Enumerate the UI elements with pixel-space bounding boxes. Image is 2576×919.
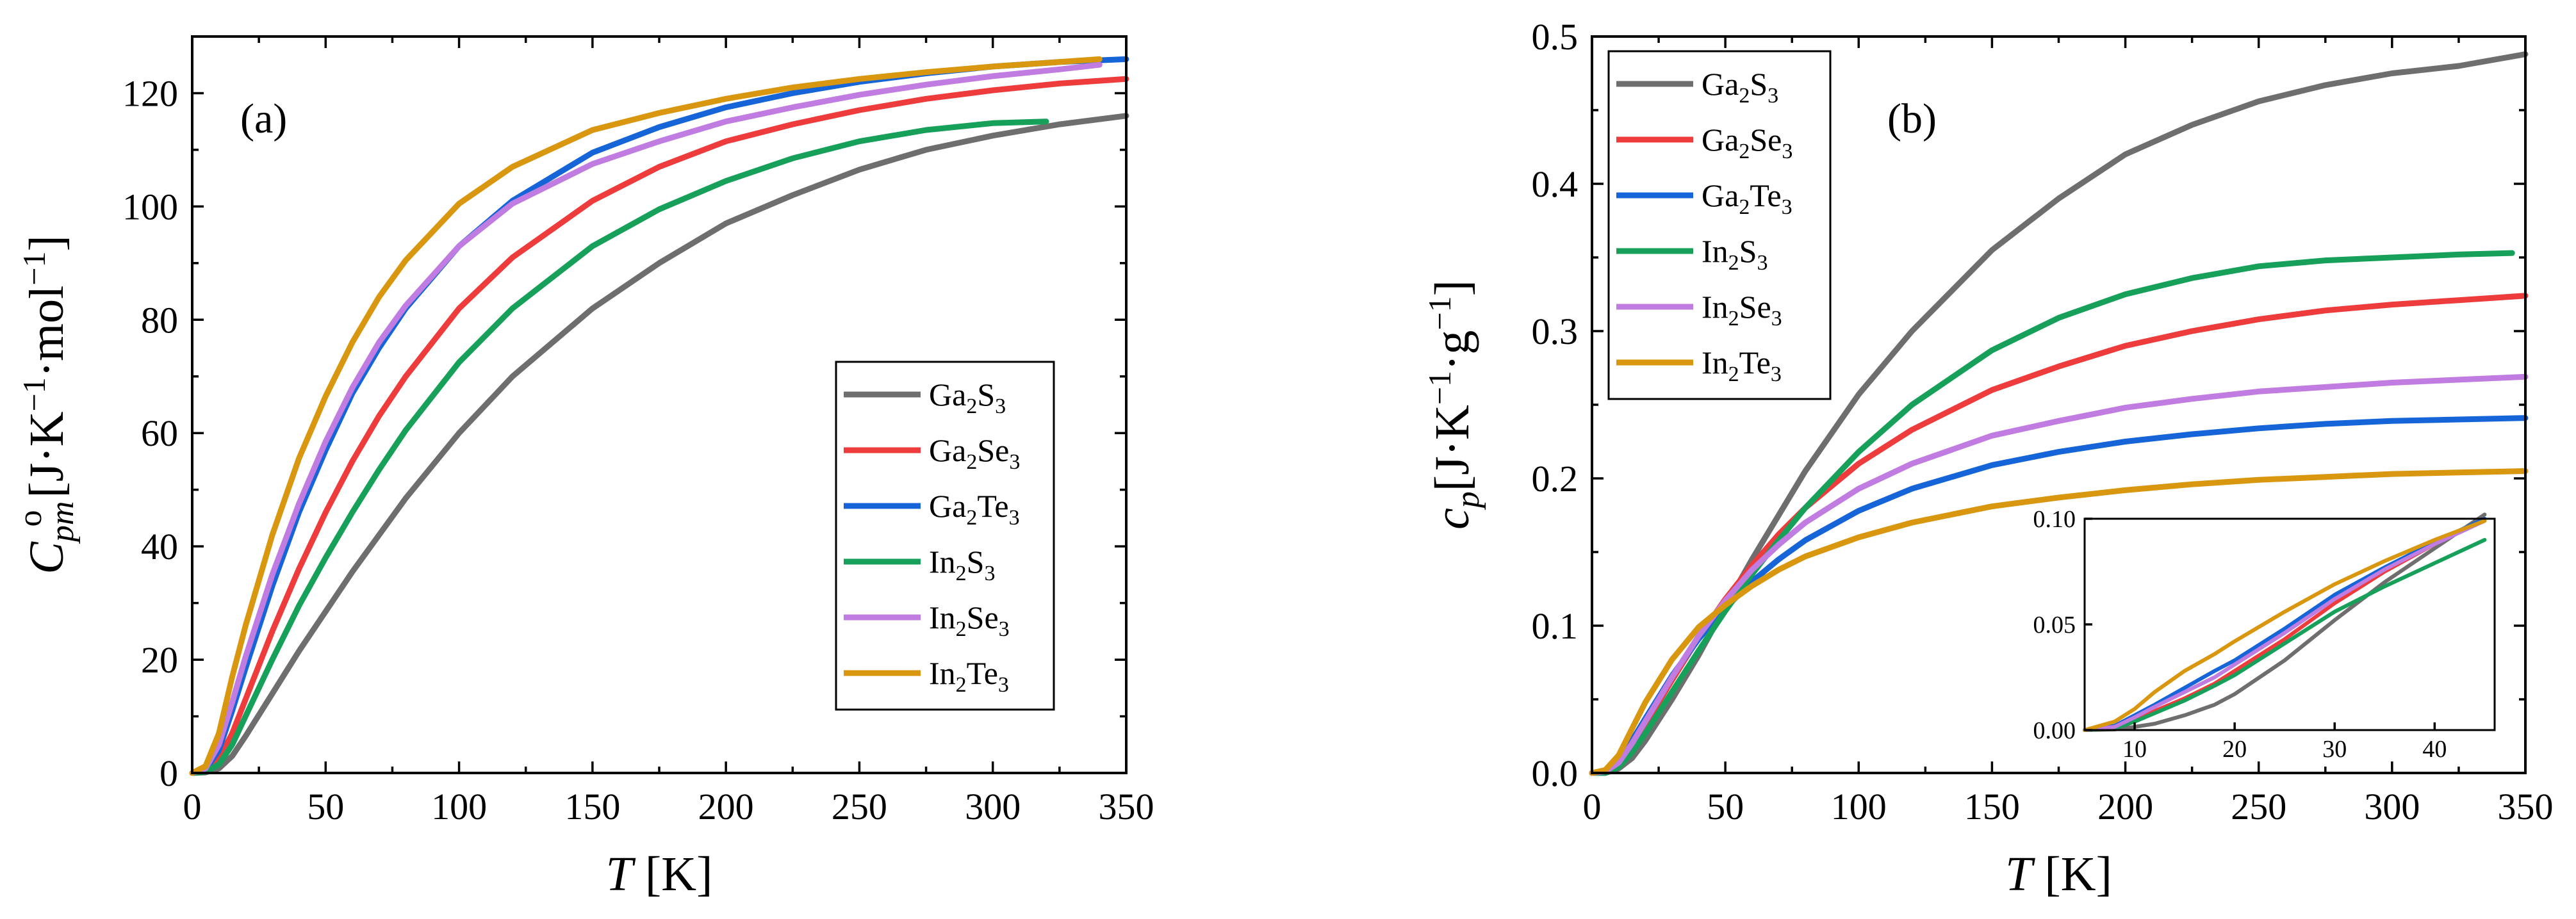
panel-a-x-tick-label: 300	[965, 786, 1021, 827]
panel-b-inset-x-tick-label: 10	[2122, 736, 2147, 763]
panel-a-panel-label: (a)	[240, 95, 287, 142]
panel-a-x-tick-label: 250	[832, 786, 887, 827]
panel-a-x-tick-label: 50	[307, 786, 344, 827]
panel-a-y-axis-title: Cpmo [J·K−1·mol−1]	[12, 235, 81, 574]
panel-b-x-tick-label: 300	[2364, 786, 2420, 827]
panel-a-y-tick-label: 60	[141, 412, 178, 454]
panel-a-legend-label-In2S3: In2S3	[929, 544, 995, 585]
panel-a-y-tick-label: 80	[141, 299, 178, 341]
panel-b-y-tick-label: 0.3	[1532, 311, 1579, 352]
panel-b-inset-series-In2S3	[2083, 538, 2487, 732]
panel-b-y-tick-label: 0.0	[1532, 752, 1579, 794]
panel-a-chart: 0 50 100 150 200 250 300 350 0 20 40 60 80 100 120 T [K…	[12, 35, 1154, 901]
panel-b-x-tick-label: 150	[1964, 786, 2020, 827]
panel-b-inset-series-In2Te3	[2083, 519, 2487, 732]
panel-b-legend-label-In2S3: In2S3	[1702, 233, 1768, 275]
panel-b-inset-y-tick-label: 0.10	[2033, 506, 2076, 533]
panel-b-x-tick-label: 50	[1707, 786, 1744, 827]
panel-b-series-In2Se3	[1589, 373, 2529, 776]
panel-b-x-tick-label: 350	[2498, 786, 2554, 827]
panel-b-x-tick-label: 250	[2231, 786, 2286, 827]
panel-a-legend-label-Ga2Se3: Ga2Se3	[929, 432, 1020, 474]
panel-b-y-tick-label: 0.1	[1532, 605, 1579, 647]
panel-a-y-tick-label: 120	[122, 72, 178, 114]
panel-a-x-tick-label: 150	[564, 786, 620, 827]
panel-b-x-tick-label: 100	[1831, 786, 1887, 827]
panel-b-legend-box	[1607, 50, 1832, 400]
panel-b-legend-label-In2Te3: In2Te3	[1702, 345, 1782, 386]
panel-b-inset-series-In2Se3	[2083, 519, 2487, 732]
panel-b-inset-chart: 10 20 30 40 0.00 0.05 0.10	[2033, 506, 2496, 763]
panel-b-series-In2S3	[1589, 250, 2515, 776]
panel-b-y-tick-label: 0.2	[1532, 458, 1579, 500]
panel-b-y-axis-title: cp[J·K−1·g−1]	[1422, 280, 1486, 530]
panel-a-y-tick-label: 100	[122, 186, 178, 227]
panel-a-series-In2Te3	[189, 56, 1103, 776]
panel-a-legend-label-Ga2S3: Ga2S3	[929, 377, 1006, 418]
panel-b-chart: 0 50 100 150 200 250 300 350 0.0 0.1 0.2 0.3 0.4 0.5 T…	[1422, 16, 2554, 901]
panel-a-y-tick-label: 40	[141, 526, 178, 567]
panel-b-x-axis-title: T [K]	[2005, 847, 2112, 901]
panel-b-inset-series-Ga2S3	[2083, 512, 2487, 732]
panel-b-series-In2Te3	[1589, 468, 2529, 776]
panel-a-legend-label-Ga2Te3: Ga2Te3	[929, 488, 1020, 530]
panel-a-legend-label-In2Se3: In2Se3	[929, 599, 1010, 641]
panel-b-y-tick-label: 0.4	[1532, 163, 1579, 205]
panel-a-x-tick-label: 100	[431, 786, 487, 827]
panel-a-series-In2S3	[189, 118, 1049, 776]
panel-b-inset-x-tick-label: 30	[2322, 736, 2347, 763]
panel-b-inset-y-tick-label: 0.05	[2033, 612, 2076, 638]
panel-b-legend-label-Ga2Se3: Ga2Se3	[1702, 122, 1793, 163]
panel-a-x-tick-label: 0	[183, 786, 202, 827]
panel-b-panel-label: (b)	[1887, 95, 1937, 142]
panel-a-series-Ga2S3	[189, 113, 1129, 776]
panel-a-x-axis-title: T [K]	[606, 847, 713, 901]
panel-a-y-tick-label: 0	[160, 752, 178, 794]
panel-b-legend-label-Ga2Te3: Ga2Te3	[1702, 177, 1793, 219]
panel-b-series-Ga2S3	[1589, 51, 2529, 776]
panel-a-legend-label-In2Te3: In2Te3	[929, 655, 1009, 697]
panel-b-y-tick-label: 0.5	[1532, 16, 1579, 58]
panel-a-series-Ga2Se3	[189, 76, 1129, 776]
panel-a-x-tick-label: 200	[698, 786, 754, 827]
panel-a-y-tick-label: 20	[141, 639, 178, 681]
panel-b-legend-label-In2Se3: In2Se3	[1702, 289, 1782, 330]
panel-b-x-tick-label: 0	[1583, 786, 1602, 827]
panel-b-x-tick-label: 200	[2097, 786, 2153, 827]
panel-b-inset-x-tick-label: 40	[2422, 736, 2447, 763]
panel-b-inset-x-tick-label: 20	[2222, 736, 2247, 763]
panel-b-legend-label-Ga2S3: Ga2S3	[1702, 66, 1778, 108]
panel-a-x-tick-label: 350	[1099, 786, 1154, 827]
panel-a-series-In2Se3	[189, 61, 1103, 776]
panel-a-legend-box	[835, 361, 1055, 711]
panel-b-inset-y-tick-label: 0.00	[2033, 717, 2076, 744]
